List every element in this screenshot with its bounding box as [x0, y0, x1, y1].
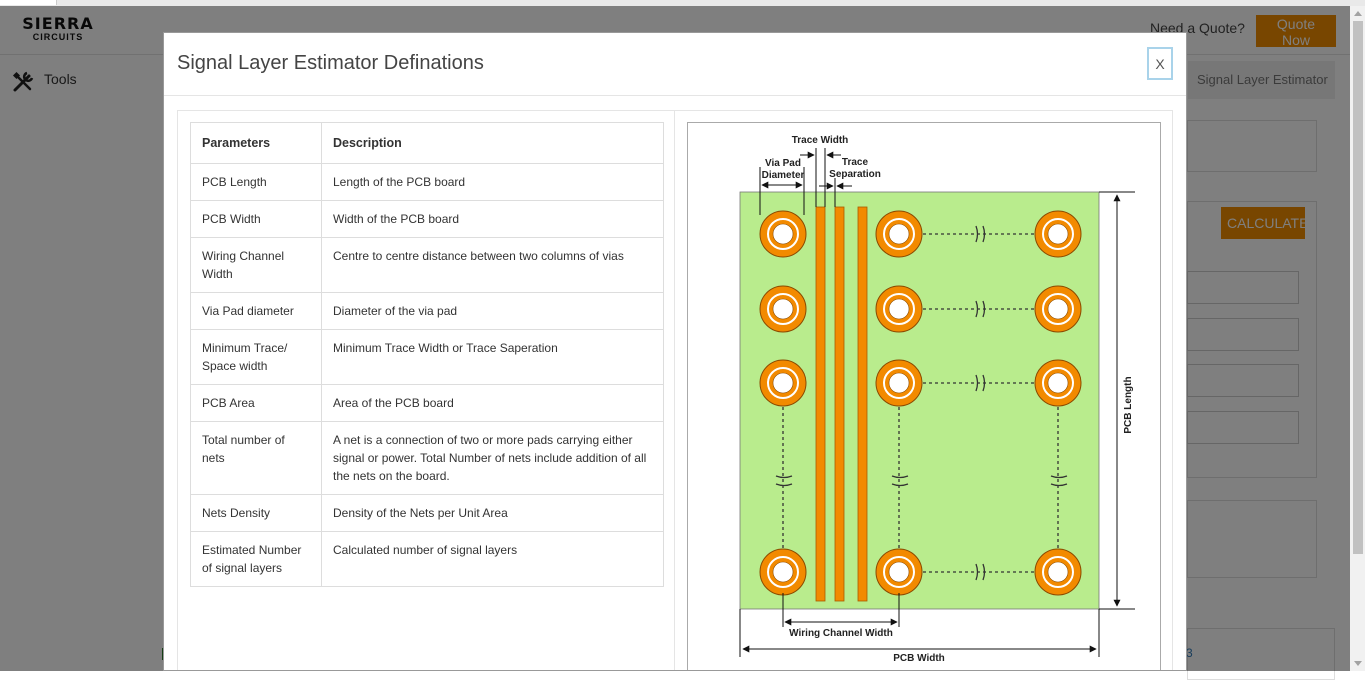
- column-divider: [674, 111, 675, 670]
- break-symbol: [975, 225, 986, 243]
- via-ring: [1042, 556, 1074, 588]
- via-hole: [772, 298, 794, 320]
- description-cell: Centre to centre distance between two co…: [321, 237, 664, 293]
- modal-title: Signal Layer Estimator Definations: [177, 52, 484, 74]
- via-ring: [883, 293, 915, 325]
- via-ring: [883, 367, 915, 399]
- table-row: Minimum Trace/ Space width Minimum Trace …: [190, 329, 664, 385]
- break-symbol: [1050, 475, 1068, 487]
- via-hole: [888, 223, 910, 245]
- parameter-cell: Via Pad diameter: [190, 292, 322, 330]
- via-hole: [772, 223, 794, 245]
- definitions-modal: Signal Layer Estimator Definations X Par…: [163, 32, 1187, 671]
- via-hole: [1047, 223, 1069, 245]
- break-symbol: [975, 563, 986, 581]
- wiring-channel-width-label: Wiring Channel Width: [789, 628, 893, 639]
- trace-width-label: Trace Width: [792, 135, 849, 146]
- table-row: Estimated Number of signal layers Calcula…: [190, 531, 664, 587]
- description-cell: Diameter of the via pad: [321, 292, 664, 330]
- via-hole: [772, 561, 794, 583]
- via-hole: [888, 298, 910, 320]
- scrollbar-thumb[interactable]: [1353, 21, 1363, 554]
- trace-line: [834, 206, 845, 602]
- parameter-cell: Minimum Trace/ Space width: [190, 329, 322, 385]
- description-cell: Density of the Nets per Unit Area: [321, 494, 664, 532]
- table-row: Total number of nets A net is a connectio…: [190, 421, 664, 495]
- browser-tab[interactable]: [0, 0, 57, 5]
- parameter-cell: PCB Width: [190, 200, 322, 238]
- via-ring: [767, 218, 799, 250]
- parameter-cell: Estimated Number of signal layers: [190, 531, 322, 587]
- via-group: [759, 210, 1082, 596]
- break-symbol: [975, 300, 986, 318]
- parameter-cell: Nets Density: [190, 494, 322, 532]
- modal-header: Signal Layer Estimator Definations X: [164, 33, 1186, 96]
- table-row: PCB Area Area of the PCB board: [190, 384, 664, 422]
- description-cell: Width of the PCB board: [321, 200, 664, 238]
- via-ring: [1042, 293, 1074, 325]
- scroll-up-arrow-icon[interactable]: [1354, 11, 1362, 16]
- parameter-cell: Total number of nets: [190, 421, 322, 495]
- via-hole: [1047, 372, 1069, 394]
- trace-line: [857, 206, 868, 602]
- description-cell: Area of the PCB board: [321, 384, 664, 422]
- table-row: Via Pad diameter Diameter of the via pad: [190, 292, 664, 330]
- via-ring: [883, 556, 915, 588]
- description-cell: A net is a connection of two or more pad…: [321, 421, 664, 495]
- diameter-label: Diameter: [762, 170, 805, 181]
- parameter-cell: Wiring Channel Width: [190, 237, 322, 293]
- column-header-description: Description: [321, 122, 664, 164]
- via-ring: [767, 367, 799, 399]
- via-ring: [1042, 367, 1074, 399]
- page-scrollbar[interactable]: [1350, 6, 1365, 671]
- parameter-cell: PCB Length: [190, 163, 322, 201]
- via-ring: [1042, 218, 1074, 250]
- trace-label: Trace: [842, 157, 869, 168]
- table-row: PCB Length Length of the PCB board: [190, 163, 664, 201]
- description-cell: Calculated number of signal layers: [321, 531, 664, 587]
- trace-group: [815, 206, 868, 602]
- trace-line: [815, 206, 826, 602]
- description-cell: Minimum Trace Width or Trace Saperation: [321, 329, 664, 385]
- via-ring: [767, 556, 799, 588]
- scroll-down-arrow-icon[interactable]: [1354, 661, 1362, 666]
- pcb-width-label: PCB Width: [893, 653, 945, 664]
- table-row: PCB Width Width of the PCB board: [190, 200, 664, 238]
- description-cell: Length of the PCB board: [321, 163, 664, 201]
- table-row: Wiring Channel Width Centre to centre dis…: [190, 237, 664, 293]
- column-header-parameters: Parameters: [190, 122, 322, 164]
- pcb-length-label: PCB Length: [1123, 376, 1134, 433]
- browser-top-strip: [0, 0, 1365, 6]
- via-hole: [888, 561, 910, 583]
- table-header-row: Parameters Description: [190, 122, 664, 164]
- table-row: Nets Density Density of the Nets per Unit…: [190, 494, 664, 532]
- break-symbol: [975, 374, 986, 392]
- via-hole: [1047, 298, 1069, 320]
- modal-body: Parameters Description PCB Length Length …: [177, 110, 1173, 670]
- separation-label: Separation: [829, 169, 881, 180]
- via-hole: [888, 372, 910, 394]
- via-hole: [1047, 561, 1069, 583]
- close-button[interactable]: X: [1147, 47, 1173, 80]
- pcb-diagram: Via Pad Diameter Trace Width Trace Separ…: [739, 135, 1135, 664]
- via-hole: [772, 372, 794, 394]
- definitions-table: Parameters Description PCB Length Length …: [190, 122, 664, 587]
- break-symbol: [891, 475, 909, 487]
- via-ring: [883, 218, 915, 250]
- dashed-link-group: [775, 225, 1068, 581]
- break-symbol: [775, 475, 793, 487]
- via-pad-label: Via Pad: [765, 158, 801, 169]
- pcb-board: [739, 191, 1100, 610]
- pcb-diagram-figure: Via Pad Diameter Trace Width Trace Separ…: [687, 122, 1161, 670]
- via-ring: [767, 293, 799, 325]
- parameter-cell: PCB Area: [190, 384, 322, 422]
